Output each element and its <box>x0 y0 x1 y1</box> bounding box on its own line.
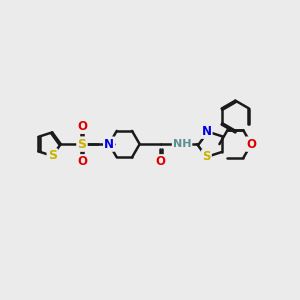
Text: O: O <box>246 138 256 151</box>
Text: S: S <box>202 151 211 164</box>
Text: S: S <box>202 151 211 164</box>
Text: O: O <box>156 155 166 168</box>
Text: O: O <box>77 120 87 133</box>
Text: O: O <box>77 120 87 133</box>
Text: S: S <box>48 149 57 162</box>
Text: NH: NH <box>173 139 191 149</box>
Text: S: S <box>77 138 86 151</box>
Text: N: N <box>104 138 114 151</box>
Text: S: S <box>77 138 86 151</box>
Text: N: N <box>104 138 114 151</box>
Text: O: O <box>77 155 87 168</box>
Text: O: O <box>246 138 256 151</box>
Text: NH: NH <box>173 139 191 149</box>
Text: O: O <box>77 155 87 168</box>
Text: N: N <box>201 125 212 138</box>
Text: O: O <box>156 155 166 168</box>
Text: S: S <box>48 149 57 162</box>
Text: N: N <box>201 125 212 138</box>
